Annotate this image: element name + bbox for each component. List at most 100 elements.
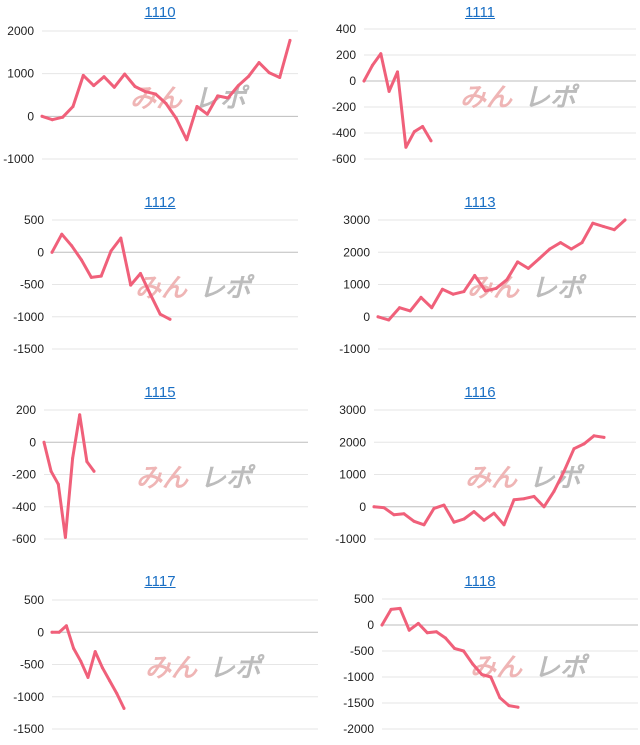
data-point bbox=[164, 102, 168, 105]
chart-1117: 1117 500 0 -500 -1000 -1500 みん レポ bbox=[0, 558, 320, 745]
data-point bbox=[404, 145, 408, 149]
series-line bbox=[50, 624, 126, 710]
data-point bbox=[440, 287, 444, 291]
y-tick-label: 0 bbox=[363, 310, 370, 324]
watermark-repo: レポ bbox=[209, 654, 265, 684]
y-tick-label: 3000 bbox=[339, 403, 366, 417]
data-point bbox=[102, 75, 106, 79]
watermark-repo: レポ bbox=[200, 464, 256, 494]
data-point bbox=[542, 505, 546, 509]
y-tick-label: -1500 bbox=[343, 696, 374, 710]
data-point bbox=[174, 117, 178, 120]
data-point bbox=[421, 125, 425, 128]
chart-title-link[interactable]: 1116 bbox=[464, 384, 496, 401]
data-point bbox=[592, 434, 596, 438]
watermark-mina: みん bbox=[136, 464, 189, 494]
data-point bbox=[63, 535, 67, 539]
data-point bbox=[482, 518, 486, 522]
y-tick-label: -600 bbox=[332, 152, 356, 166]
data-point bbox=[462, 649, 466, 653]
chart-title-link[interactable]: 1115 bbox=[144, 384, 176, 401]
chart-1118: 1118 500 0 -500 -1000 -1500 -2000 みん レポ bbox=[320, 558, 640, 745]
data-point bbox=[432, 506, 436, 510]
data-point bbox=[379, 52, 383, 56]
data-point bbox=[548, 247, 552, 251]
data-point bbox=[516, 705, 520, 709]
data-point bbox=[392, 513, 396, 517]
watermark-repo: レポ bbox=[194, 84, 250, 114]
data-point bbox=[412, 519, 416, 523]
data-point bbox=[267, 71, 271, 75]
y-tick-label: 2000 bbox=[339, 435, 366, 449]
data-point bbox=[154, 92, 158, 96]
data-point bbox=[429, 139, 433, 143]
chart-title-link[interactable]: 1113 bbox=[464, 194, 496, 211]
data-point bbox=[442, 503, 446, 507]
data-point bbox=[40, 114, 44, 118]
y-tick-label: 2000 bbox=[7, 24, 34, 38]
data-point bbox=[422, 523, 426, 527]
chart-1112: 1112 500 0 -500 -1000 -1500 みん レポ bbox=[0, 186, 320, 372]
data-point bbox=[122, 706, 126, 710]
y-tick-label: 0 bbox=[37, 245, 44, 259]
y-tick-label: 500 bbox=[24, 593, 44, 607]
y-tick-label: -200 bbox=[12, 468, 36, 482]
watermark-mina: みん bbox=[470, 653, 523, 683]
data-point bbox=[398, 606, 402, 610]
watermark-repo: レポ bbox=[529, 464, 585, 494]
chart-title-link[interactable]: 1118 bbox=[464, 573, 496, 590]
data-point bbox=[72, 646, 76, 650]
data-point bbox=[85, 460, 89, 464]
y-tick-label: 400 bbox=[336, 22, 356, 36]
data-point bbox=[483, 289, 487, 293]
data-point bbox=[407, 628, 411, 632]
chart-title-link[interactable]: 1112 bbox=[144, 194, 176, 211]
data-point bbox=[489, 675, 493, 679]
data-point bbox=[123, 72, 127, 76]
chart-title-link[interactable]: 1111 bbox=[464, 4, 496, 21]
y-tick-label: -1000 bbox=[13, 690, 44, 704]
watermark-repo: レポ bbox=[199, 274, 255, 304]
chart-title-link[interactable]: 1110 bbox=[144, 4, 176, 21]
watermark-repo: レポ bbox=[534, 653, 590, 683]
data-point bbox=[552, 489, 556, 493]
y-tick-label: -1000 bbox=[343, 670, 374, 684]
y-tick-label: 0 bbox=[359, 500, 366, 514]
data-point bbox=[158, 312, 162, 316]
data-point bbox=[133, 85, 137, 88]
data-point bbox=[93, 650, 97, 654]
data-point bbox=[205, 112, 209, 116]
y-tick-label: 2000 bbox=[343, 245, 370, 259]
data-point bbox=[79, 659, 83, 663]
data-point bbox=[389, 607, 393, 611]
data-point bbox=[71, 456, 75, 460]
data-point bbox=[512, 498, 516, 502]
data-point bbox=[61, 115, 65, 119]
data-point bbox=[452, 520, 456, 524]
data-point bbox=[498, 696, 502, 700]
chart-plot: 500 0 -500 -1000 -1500 -2000 みん レポ bbox=[343, 592, 638, 736]
chart-1113: 1113 3000 2000 1000 0 -1000 みん レポ bbox=[320, 186, 640, 372]
y-tick-label: 1000 bbox=[7, 67, 34, 81]
chart-1110: 1110 2000 1000 0 -1000 みん レポ bbox=[0, 0, 320, 186]
data-point bbox=[60, 232, 64, 236]
data-point bbox=[396, 70, 399, 74]
data-point bbox=[387, 89, 391, 93]
data-point bbox=[434, 630, 438, 634]
data-point bbox=[412, 130, 416, 134]
data-point bbox=[50, 630, 54, 634]
data-point bbox=[612, 228, 616, 232]
data-point bbox=[257, 61, 261, 65]
data-point bbox=[408, 309, 412, 313]
chart-title-link[interactable]: 1117 bbox=[144, 573, 176, 590]
chart-plot: 400 200 0 -200 -400 -600 みん レポ bbox=[332, 22, 636, 166]
data-point bbox=[89, 275, 93, 279]
y-tick-label: 500 bbox=[354, 592, 374, 606]
y-tick-label: -200 bbox=[332, 100, 356, 114]
data-point bbox=[129, 283, 133, 287]
data-point bbox=[453, 646, 456, 650]
